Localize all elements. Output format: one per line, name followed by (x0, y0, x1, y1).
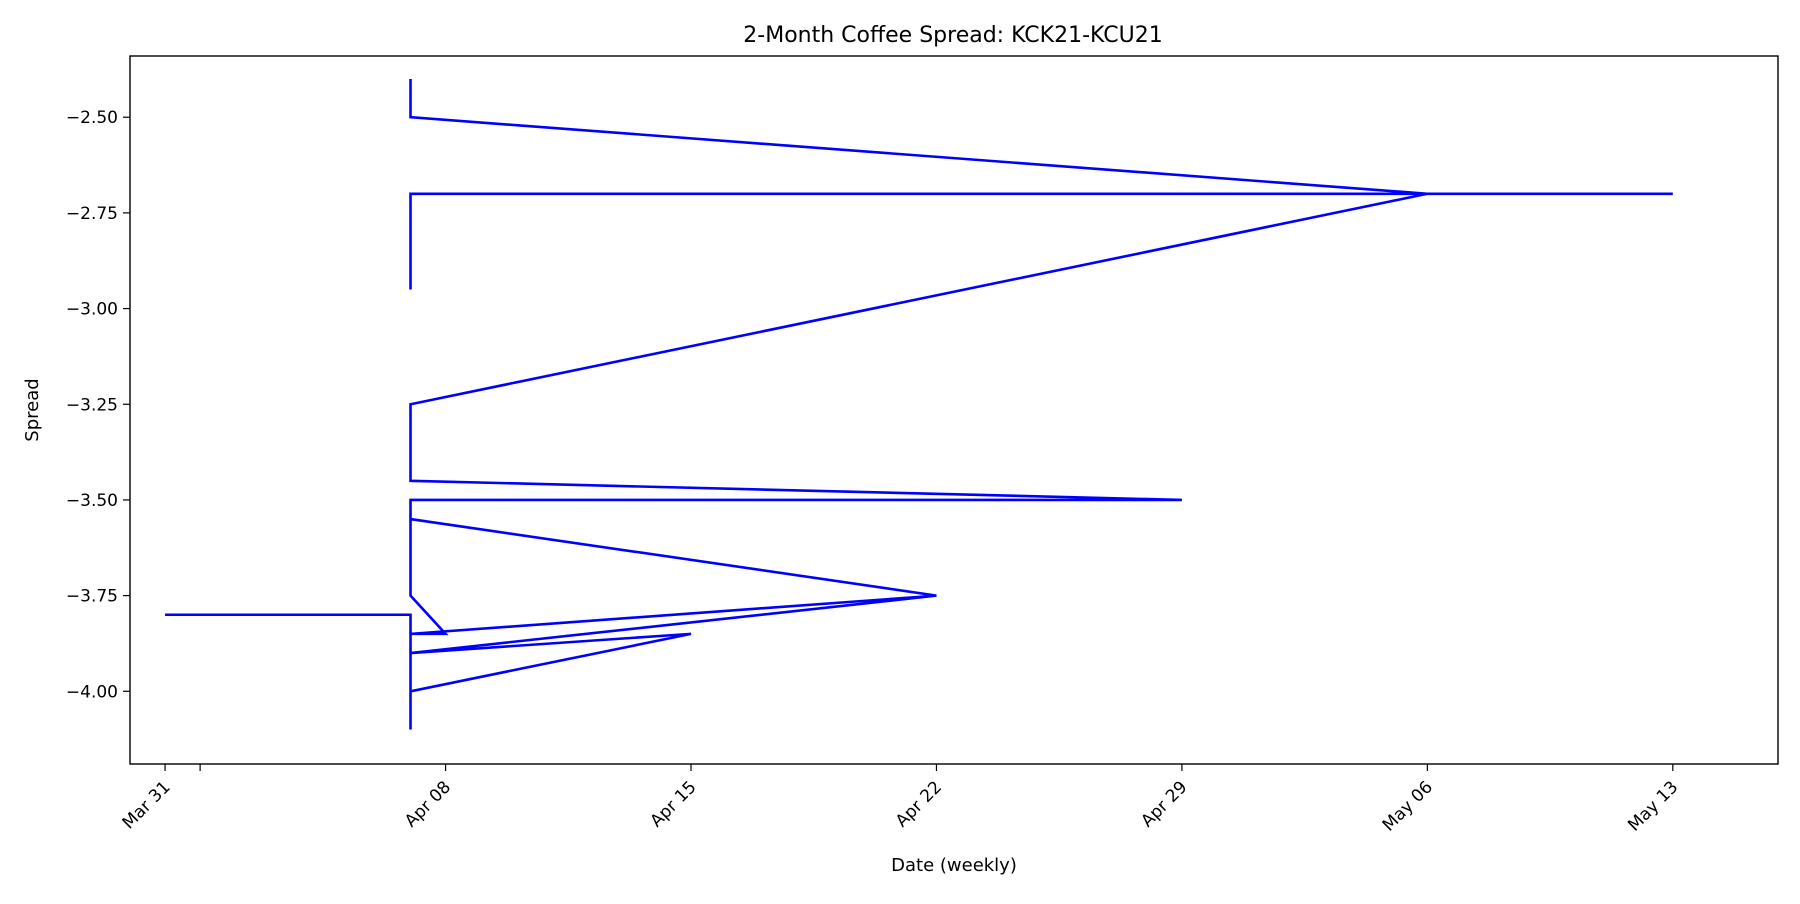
y-tick-label: −2.50 (66, 108, 118, 128)
x-tick-label: May 06 (1379, 777, 1437, 835)
x-tick-label: Mar 31 (119, 777, 175, 833)
x-tick-label: Apr 29 (1137, 777, 1191, 831)
chart-title: 2-Month Coffee Spread: KCK21-KCU21 (743, 23, 1162, 48)
x-tick-label: Apr 15 (646, 777, 700, 831)
y-tick-label: −4.00 (66, 682, 118, 702)
y-tick-label: −3.50 (66, 491, 118, 511)
y-axis: −2.50 −2.75 −3.00 −3.25 −3.50 −3.75 −4.00 (66, 108, 130, 702)
series-line-0 (165, 78, 1673, 730)
plot-frame (129, 55, 1779, 765)
x-tick-label: May 13 (1624, 777, 1682, 835)
y-tick-label: −3.25 (66, 395, 118, 415)
y-axis-label: Spread (22, 378, 43, 441)
y-tick-label: −3.75 (66, 587, 118, 607)
y-tick-label: −3.00 (66, 300, 118, 320)
y-tick-label: −2.75 (66, 204, 118, 224)
x-axis: Mar 31 Apr 08 Apr 15 Apr 22 Apr 29 May 06 May … (119, 764, 1682, 836)
x-axis-label: Date (weekly) (891, 855, 1017, 876)
plot-area (165, 78, 1673, 730)
x-tick-label: Apr 22 (892, 777, 946, 831)
x-tick-label: Apr 08 (401, 777, 455, 831)
